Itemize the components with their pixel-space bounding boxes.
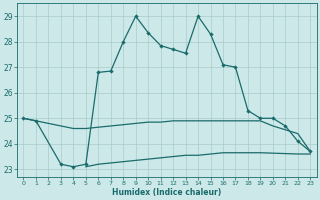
X-axis label: Humidex (Indice chaleur): Humidex (Indice chaleur) xyxy=(112,188,221,197)
